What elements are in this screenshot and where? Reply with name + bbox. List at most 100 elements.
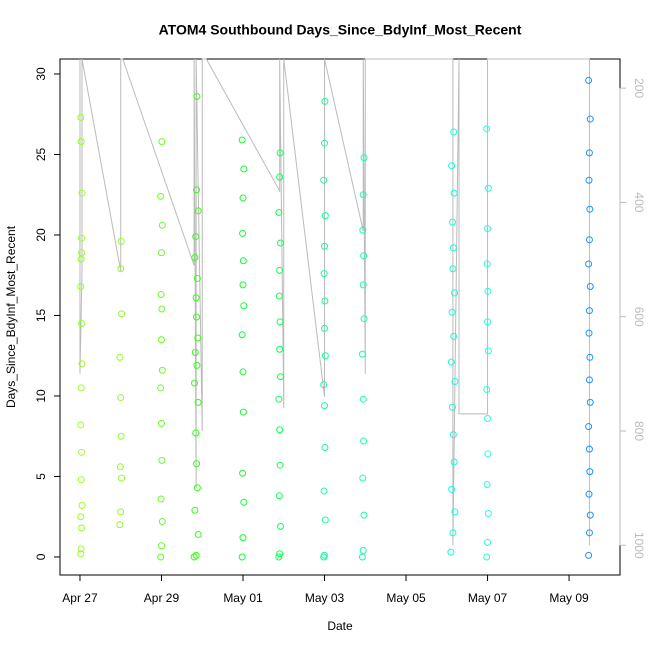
point [276,318,284,326]
point [450,332,458,340]
point [118,310,126,318]
point [117,394,125,402]
point [77,255,85,263]
point [78,320,86,328]
point [359,474,367,482]
point [586,468,594,476]
point [116,353,124,361]
point [484,347,492,355]
y-tick-label: 15 [34,308,48,322]
point [451,377,459,385]
point [239,229,247,237]
point [360,437,368,445]
point [158,518,166,526]
point [193,484,201,492]
point [585,445,593,453]
point [77,113,85,121]
point [192,429,200,437]
point [321,297,329,305]
point [77,421,85,429]
point [484,450,492,458]
point [239,534,247,542]
point [586,115,594,123]
point [193,361,201,369]
point [450,458,458,466]
point [194,398,202,406]
point [448,403,456,411]
point [321,443,329,451]
point [585,329,593,337]
y2-tick-label: 1000 [632,532,646,559]
x-tick-label: Apr 29 [144,591,180,605]
point [192,294,200,302]
point [585,236,593,244]
point [586,282,594,290]
point [449,265,457,273]
point [358,350,366,358]
point [275,292,283,300]
point [450,128,458,136]
point [276,461,284,469]
point [194,334,202,342]
point [117,237,125,245]
point [116,521,124,529]
point [320,487,328,495]
point [193,313,201,321]
point [586,398,594,406]
point [321,324,329,332]
point [275,395,283,403]
point [78,189,86,197]
point [585,551,593,559]
point [190,379,198,387]
point [484,287,492,295]
point [483,386,491,394]
point [118,474,126,482]
point [78,249,86,257]
point [276,522,284,530]
point [585,307,593,315]
x-tick-label: May 03 [305,591,345,605]
point [358,553,366,561]
point [484,415,492,423]
point [190,553,198,561]
point [77,513,85,521]
point [483,260,491,268]
y2-tick-label: 600 [632,307,646,327]
point [77,138,85,146]
point [585,529,593,537]
point [193,460,201,468]
point [77,545,85,553]
point [240,165,248,173]
point [191,254,199,262]
point [276,173,284,181]
point [448,485,456,493]
point [275,492,283,500]
point [451,289,459,297]
point [239,408,247,416]
point [191,349,199,357]
point [484,184,492,192]
y-tick-label: 30 [34,67,48,81]
point [78,234,86,242]
point [275,208,283,216]
point [585,149,593,157]
point [158,366,166,374]
point [157,553,165,561]
point [451,508,459,516]
point [193,274,201,282]
point [275,553,283,561]
point [157,542,165,550]
point [78,501,86,509]
point [585,490,593,498]
x-tick-label: May 05 [386,591,426,605]
point [483,481,491,489]
point [158,456,166,464]
point [158,138,166,146]
point [276,345,284,353]
point [321,242,329,250]
x-tick-label: May 07 [468,591,508,605]
point [320,381,328,389]
point [449,244,457,252]
x-axis-label: Date [327,619,353,633]
